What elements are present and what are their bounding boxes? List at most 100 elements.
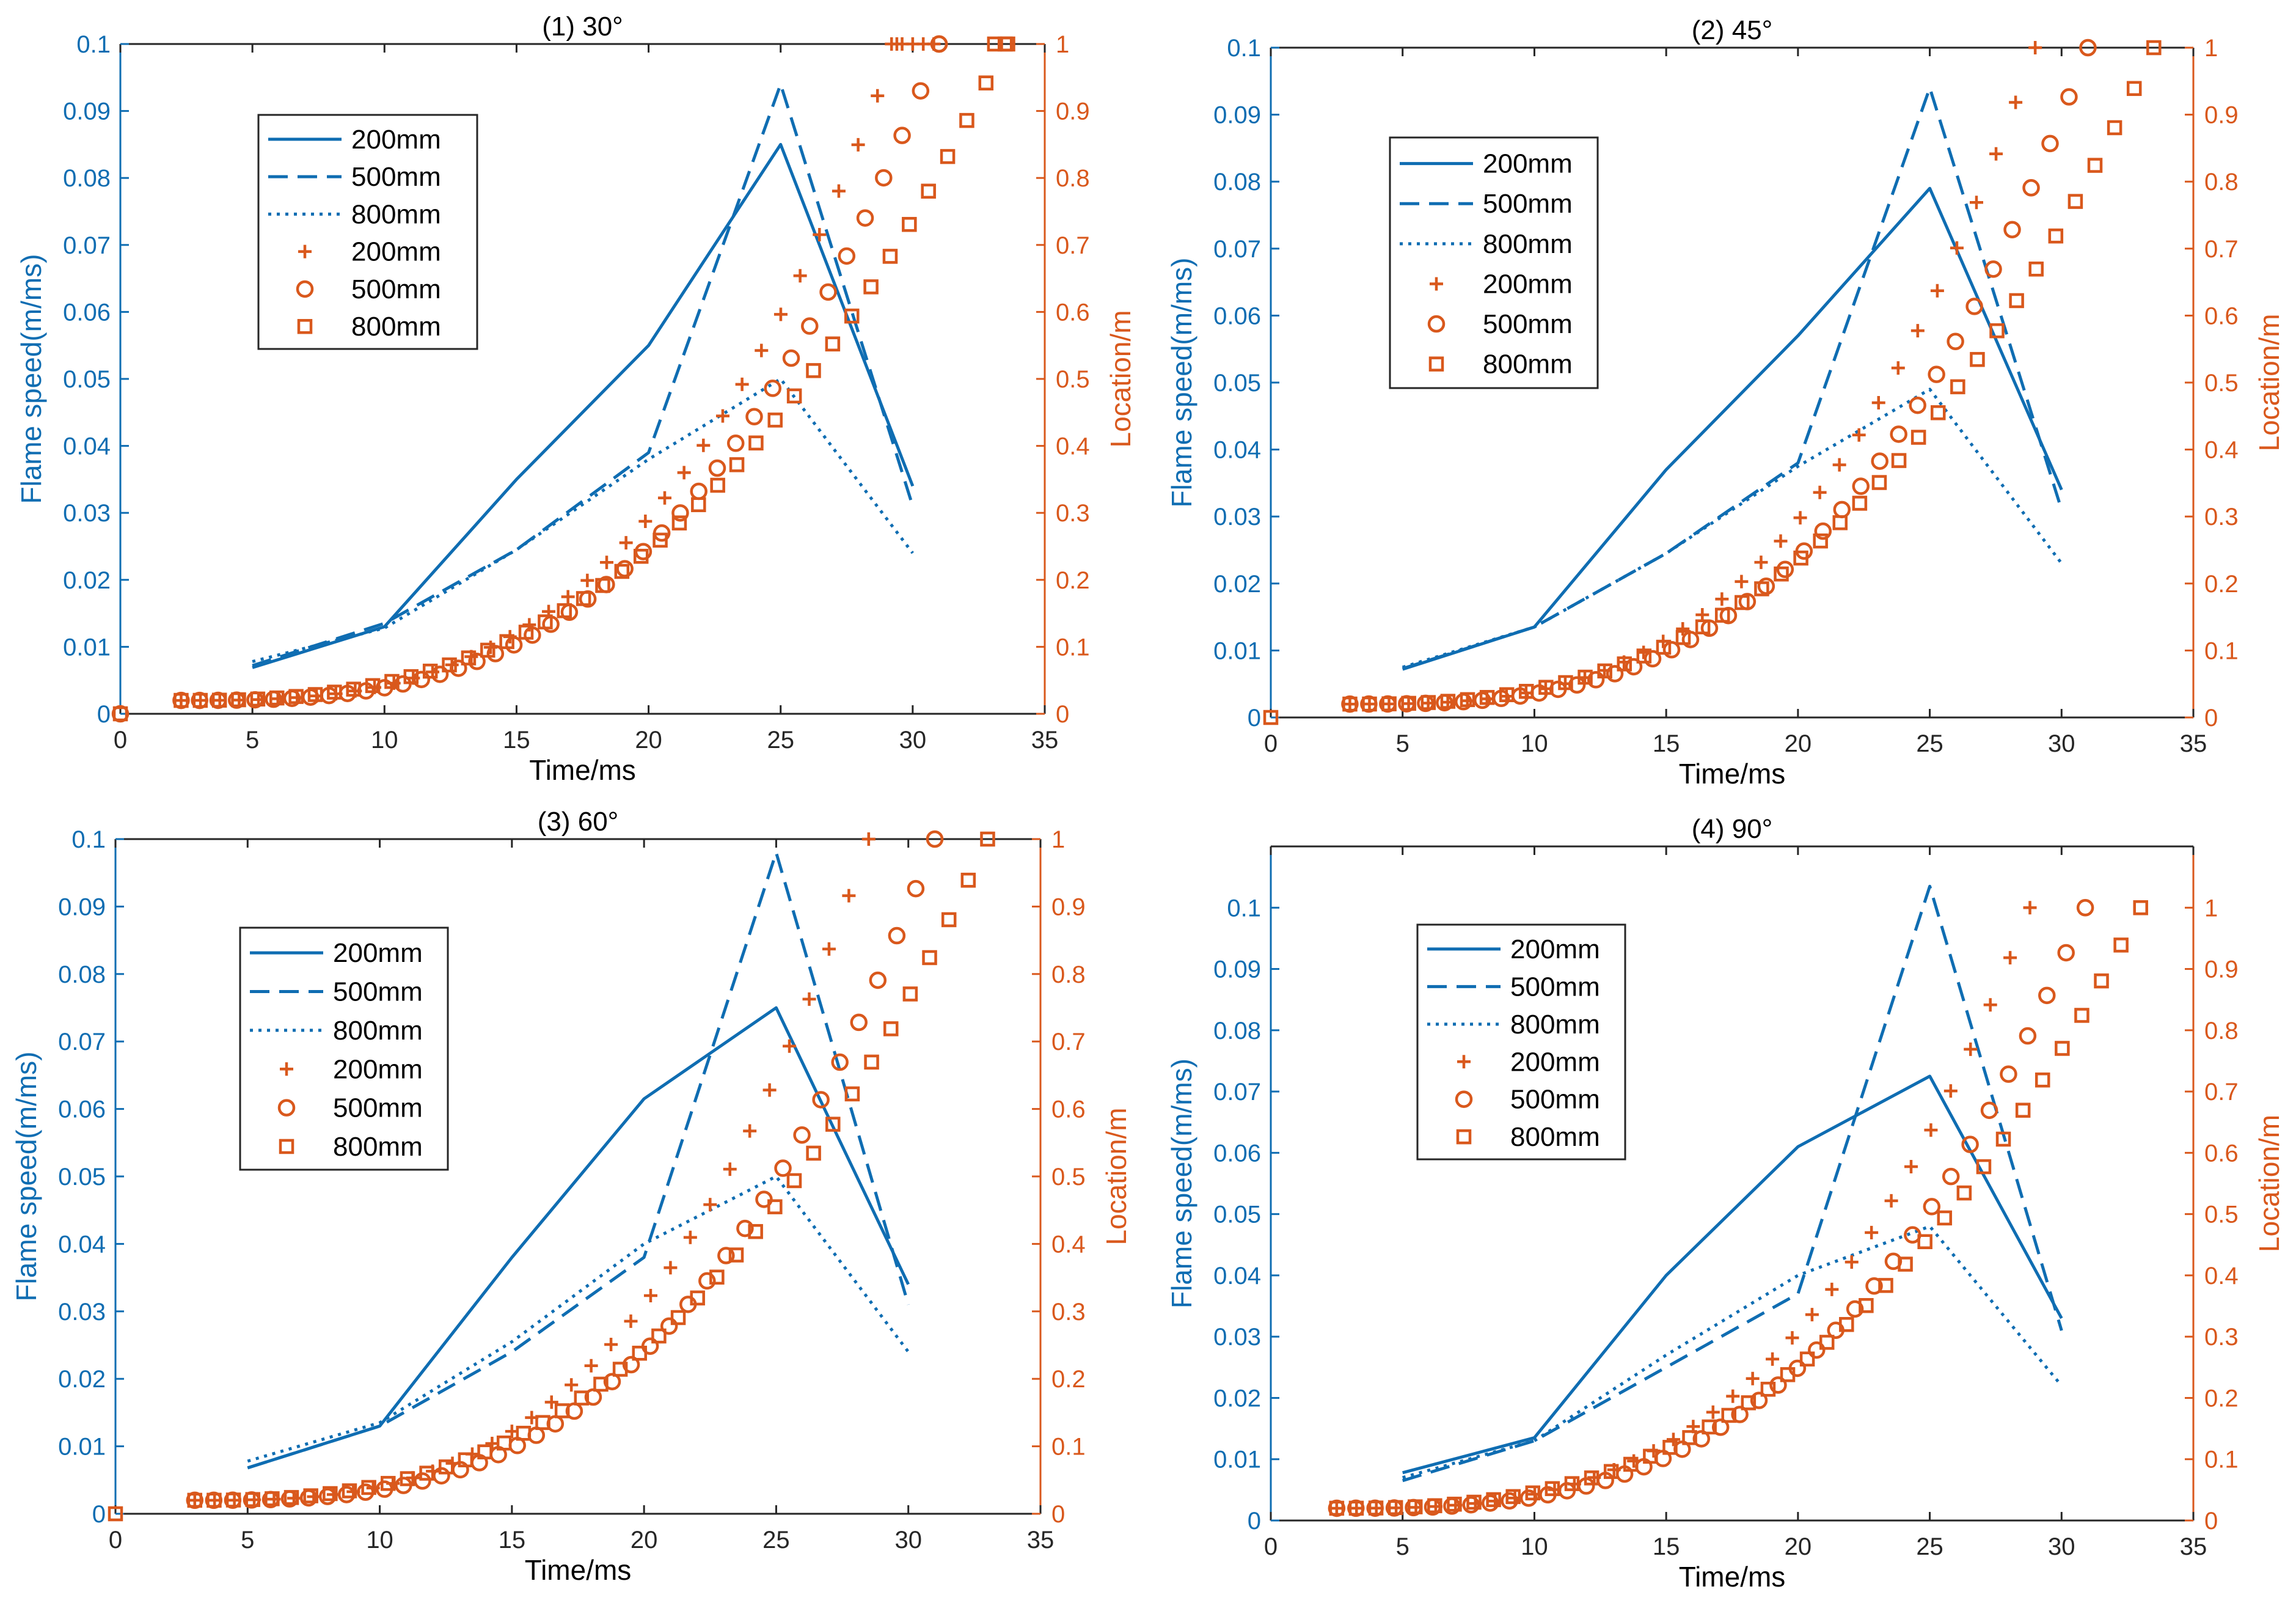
location-marker-800mm <box>691 497 706 513</box>
location-marker-800mm <box>1499 687 1515 702</box>
y-tick-label: 0.07 <box>1213 236 1261 263</box>
y2-axis-label: Location/m <box>1100 1107 1132 1245</box>
location-marker-500mm <box>726 435 745 452</box>
location-marker-800mm <box>442 657 457 673</box>
legend-box <box>1416 923 1626 1161</box>
y2-tick-label: 0.9 <box>1051 893 1086 920</box>
y-axis-label: Flame speed(m/ms) <box>15 254 47 504</box>
location-marker-800mm <box>1603 1464 1619 1480</box>
location-marker-800mm <box>1348 1500 1364 1516</box>
location-marker-800mm <box>365 678 381 694</box>
y-tick-label: 0 <box>1248 1508 1261 1535</box>
speed-line-500mm <box>252 83 915 667</box>
location-marker-200mm <box>1735 574 1749 589</box>
location-marker-500mm <box>1731 1406 1749 1423</box>
chart-panel-2: 0 5 10 15 20 25 30 3500.010.020.030.040.050.060… <box>1166 15 2285 790</box>
x-tick-label: 35 <box>2180 1533 2207 1560</box>
location-marker-200mm <box>703 1198 717 1212</box>
location-marker-800mm <box>245 1492 260 1507</box>
y2-tick-label: 0.5 <box>2204 1201 2239 1228</box>
y2-tick-label: 0.6 <box>2204 1140 2239 1167</box>
location-marker-500mm <box>850 1013 868 1032</box>
y2-tick-label: 0.5 <box>2204 370 2239 397</box>
location-marker-800mm <box>2113 937 2129 953</box>
y-tick-label: 0.09 <box>58 893 106 920</box>
location-marker-800mm <box>1368 1500 1384 1516</box>
location-marker-200mm <box>783 1039 797 1053</box>
location-marker-800mm <box>1832 515 1848 530</box>
location-marker-800mm <box>231 692 246 708</box>
location-marker-200mm <box>1884 1194 1898 1208</box>
chart-title: (3) 60° <box>538 807 619 837</box>
location-marker-800mm <box>1839 1317 1854 1332</box>
y2-tick-label: 0.1 <box>1056 634 1090 661</box>
location-marker-800mm <box>1774 566 1789 582</box>
location-marker-800mm <box>1931 405 1946 420</box>
x-axis-label: Time/ms <box>1679 1561 1786 1593</box>
y-tick-label: 0.04 <box>58 1231 106 1258</box>
x-tick-label: 0 <box>114 727 127 754</box>
location-marker-200mm <box>1865 1225 1879 1239</box>
location-marker-800mm <box>2107 120 2122 136</box>
location-marker-200mm <box>194 694 208 708</box>
location-marker-200mm <box>1910 324 1925 338</box>
x-tick-label: 10 <box>1521 1533 1548 1560</box>
location-marker-200mm <box>584 1359 598 1373</box>
location-marker-800mm <box>419 1465 434 1481</box>
y2-tick-label: 0.4 <box>2204 437 2239 464</box>
location-marker-200mm <box>1871 395 1885 409</box>
legend-label: 500mm <box>351 162 441 192</box>
x-tick-label: 35 <box>1027 1527 1055 1553</box>
y2-tick-label: 0.1 <box>2204 637 2239 664</box>
location-marker-800mm <box>806 1145 821 1161</box>
location-marker-800mm <box>477 1444 492 1459</box>
location-marker-200mm <box>871 89 885 103</box>
location-marker-500mm <box>2038 986 2056 1005</box>
location-marker-500mm <box>468 652 486 670</box>
location-marker-500mm <box>1769 1376 1787 1394</box>
location-marker-500mm <box>450 659 467 677</box>
y2-tick-label: 0.8 <box>2204 1018 2239 1044</box>
legend-marker-square <box>297 318 313 334</box>
x-axis-label: Time/ms <box>1679 758 1786 790</box>
location-marker-500mm <box>584 1388 602 1406</box>
legend: 200mm 500mm 800mm 200mm 500mm 800mm <box>257 114 478 350</box>
y2-tick-label: 0.2 <box>2204 571 2239 598</box>
location-marker-200mm <box>793 269 807 283</box>
location-marker-500mm <box>433 1467 450 1485</box>
location-marker-800mm <box>1447 1497 1462 1512</box>
location-marker-800mm <box>1407 1499 1423 1514</box>
location-marker-500mm <box>1808 1341 1826 1359</box>
location-marker-800mm <box>1917 1234 1932 1249</box>
location-marker-800mm <box>633 549 649 564</box>
location-marker-800mm <box>595 578 610 593</box>
location-marker-200mm <box>1983 998 1997 1012</box>
location-marker-200mm <box>861 832 876 846</box>
location-marker-top <box>930 35 948 53</box>
location-marker-200mm <box>1930 284 1944 298</box>
location-marker-200mm <box>2028 41 2042 54</box>
location-marker-500mm <box>337 1486 356 1503</box>
location-marker-800mm <box>1427 1498 1442 1514</box>
location-marker-500mm <box>1481 1494 1499 1512</box>
location-marker-500mm <box>2060 88 2078 106</box>
y-tick-label: 0.05 <box>63 366 111 393</box>
legend-box <box>239 926 449 1171</box>
location-marker-800mm <box>1735 595 1750 611</box>
speed-line-200mm <box>247 1006 910 1470</box>
location-marker-800mm <box>883 1021 899 1036</box>
y-tick-label: 0.08 <box>1213 1018 1261 1044</box>
legend-label: 500mm <box>1483 309 1573 339</box>
x-tick-label: 20 <box>1785 1533 1812 1560</box>
location-marker-200mm <box>755 343 769 358</box>
location-marker-500mm <box>431 666 449 683</box>
y-tick-label: 0.06 <box>1213 303 1261 329</box>
location-marker-200mm <box>1950 241 1964 255</box>
location-marker-800mm <box>1898 1256 1913 1272</box>
location-marker-800mm <box>346 681 361 697</box>
legend-label: 500mm <box>351 274 441 304</box>
location-marker-500mm <box>912 82 930 100</box>
location-marker-800mm <box>1643 1448 1658 1464</box>
location-marker-800mm <box>1597 663 1612 679</box>
location-marker-500mm <box>1923 1198 1941 1216</box>
